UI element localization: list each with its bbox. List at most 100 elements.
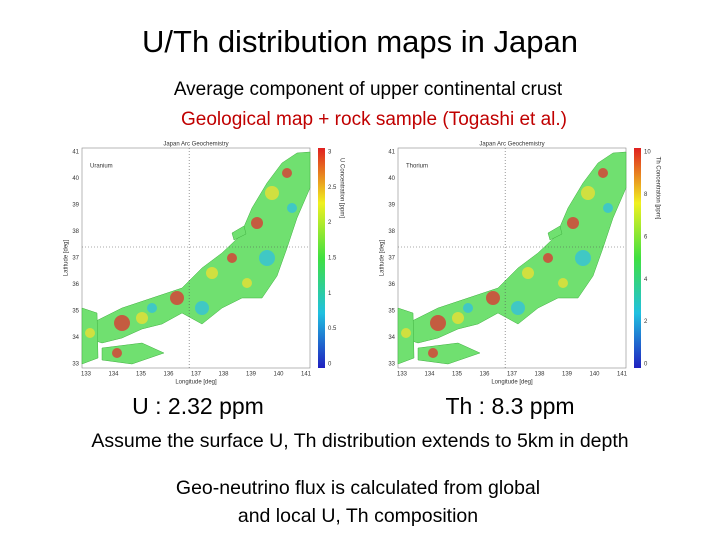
colorbar xyxy=(634,148,641,368)
lon-tick: 133 xyxy=(81,372,92,378)
lat-tick: 33 xyxy=(72,362,79,368)
map: Japan Arc Geochemistry Uranium 41 40 39 38 37 3… xyxy=(64,142,345,386)
blob xyxy=(463,303,473,313)
lon-tick: 134 xyxy=(108,372,119,378)
colorbar xyxy=(318,148,325,368)
conclusion: Geo-neutrino flux is calculated from glo… xyxy=(176,477,540,499)
lat-tick: 34 xyxy=(388,335,395,341)
land xyxy=(81,151,311,365)
lat-tick: 37 xyxy=(388,256,395,262)
lon-tick: 140 xyxy=(273,372,284,378)
lat-tick: 33 xyxy=(388,362,395,368)
lon-tick: 139 xyxy=(246,372,257,378)
blob xyxy=(452,312,464,324)
lon-tick: 139 xyxy=(562,372,573,378)
map-header: Japan Arc Geochemistry xyxy=(163,142,228,148)
blob xyxy=(112,348,122,358)
blob xyxy=(603,203,613,213)
lat-tick: 38 xyxy=(388,229,395,235)
blob xyxy=(543,253,553,263)
blob xyxy=(195,301,209,315)
blob xyxy=(251,217,263,229)
blob xyxy=(114,315,130,331)
lat-tick: 36 xyxy=(72,282,79,288)
colorbar-tick: 6 xyxy=(644,234,648,240)
note: Assume the surface U, Th distribution ex… xyxy=(91,430,628,452)
lat-tick: 35 xyxy=(72,309,79,315)
blob xyxy=(522,267,534,279)
lon-tick: 138 xyxy=(218,372,229,378)
colorbar-label: Th Concentration [ppm] xyxy=(654,157,660,220)
caption: U : 2.32 ppm xyxy=(132,393,264,419)
colorbar-tick: 8 xyxy=(644,192,648,198)
subtitle: Geological map + rock sample (Togashi et… xyxy=(181,109,567,130)
blob xyxy=(558,278,568,288)
lon-tick: 141 xyxy=(301,372,312,378)
blob xyxy=(227,253,237,263)
colorbar-tick: 0 xyxy=(328,362,332,368)
lon-tick: 135 xyxy=(452,372,463,378)
colorbar-tick: 4 xyxy=(644,277,648,283)
island xyxy=(86,151,311,344)
blob xyxy=(85,328,95,338)
blob xyxy=(147,303,157,313)
caption: Th : 8.3 ppm xyxy=(445,393,574,419)
blob xyxy=(575,250,591,266)
lon-tick: 134 xyxy=(424,372,435,378)
blob xyxy=(136,312,148,324)
lat-tick: 38 xyxy=(72,229,79,235)
blob xyxy=(567,217,579,229)
x-axis-label: Longitude [deg] xyxy=(491,380,533,386)
colorbar-tick: 2 xyxy=(644,319,648,325)
colorbar-tick: 2.5 xyxy=(328,185,337,191)
lon-tick: 138 xyxy=(534,372,545,378)
blob xyxy=(430,315,446,331)
colorbar-tick: 10 xyxy=(644,150,651,156)
colorbar-tick: 0.5 xyxy=(328,326,337,332)
y-axis-label: Latitude [deg] xyxy=(64,239,70,276)
y-axis-label: Latitude [deg] xyxy=(380,239,386,276)
colorbar-label: U Concentration [ppm] xyxy=(338,158,344,218)
island xyxy=(547,225,563,241)
map: Japan Arc GeochemistryThorium41403938373… xyxy=(380,142,661,386)
colorbar-tick: 2 xyxy=(328,220,332,226)
lon-tick: 135 xyxy=(136,372,147,378)
lat-tick: 41 xyxy=(388,150,395,156)
lon-tick: 133 xyxy=(397,372,408,378)
lat-tick: 40 xyxy=(72,176,79,182)
blob xyxy=(428,348,438,358)
lat-tick: 41 xyxy=(72,150,79,156)
x-axis-label: Longitude [deg] xyxy=(175,380,217,386)
element-label: Uranium xyxy=(90,164,113,170)
map-header: Japan Arc Geochemistry xyxy=(479,142,544,148)
blob xyxy=(259,250,275,266)
blob xyxy=(486,291,500,305)
lat-tick: 37 xyxy=(72,256,79,262)
blob xyxy=(401,328,411,338)
element-label: Thorium xyxy=(406,164,428,170)
lat-tick: 39 xyxy=(72,203,79,209)
blob xyxy=(206,267,218,279)
lat-tick: 39 xyxy=(388,203,395,209)
colorbar-tick: 1 xyxy=(328,291,332,297)
lon-tick: 137 xyxy=(191,372,202,378)
land xyxy=(397,151,627,365)
blob xyxy=(170,291,184,305)
blob xyxy=(598,168,608,178)
blob xyxy=(282,168,292,178)
colorbar-tick: 1.5 xyxy=(328,256,337,262)
subtitle: Average component of upper continental c… xyxy=(174,79,563,100)
lat-tick: 40 xyxy=(388,176,395,182)
colorbar-tick: 0 xyxy=(644,362,648,368)
blob xyxy=(242,278,252,288)
blob xyxy=(581,186,595,200)
lon-tick: 140 xyxy=(589,372,600,378)
lat-tick: 35 xyxy=(388,309,395,315)
lat-tick: 34 xyxy=(72,335,79,341)
island xyxy=(402,151,627,344)
lon-tick: 136 xyxy=(479,372,490,378)
lon-tick: 141 xyxy=(617,372,628,378)
blob xyxy=(265,186,279,200)
title: U/Th distribution maps in Japan xyxy=(142,24,578,59)
